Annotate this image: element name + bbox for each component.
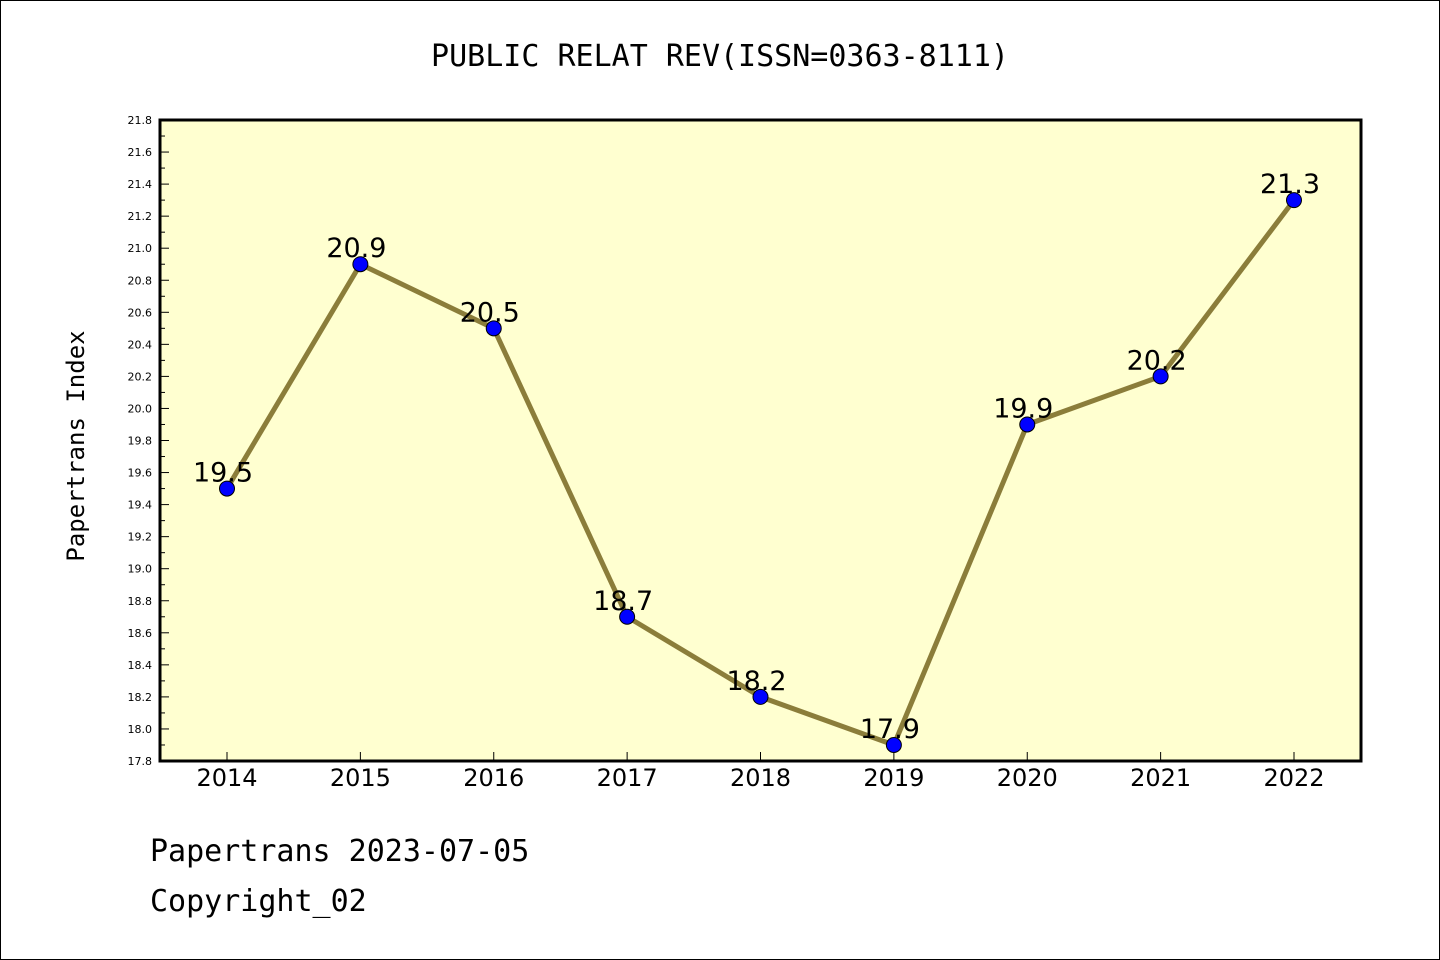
y-tick-label: 20.0 xyxy=(128,402,153,415)
y-tick-label: 21.8 xyxy=(128,114,153,127)
x-tick-label: 2020 xyxy=(997,764,1058,792)
data-point-marker xyxy=(1019,416,1036,433)
data-point-marker xyxy=(352,256,369,273)
y-axis-label: Papertrans Index xyxy=(62,330,90,561)
data-point-marker xyxy=(752,688,769,705)
data-point-marker xyxy=(485,320,502,337)
y-tick-label: 19.6 xyxy=(128,467,153,480)
y-tick-label: 18.0 xyxy=(128,723,153,736)
data-point-marker xyxy=(219,480,235,497)
y-tick-label: 19.0 xyxy=(128,563,153,576)
data-point-marker xyxy=(619,608,636,625)
data-point-marker xyxy=(885,736,902,753)
y-axis-ticks: 17.8 18.0 18.2 18.4 18.6 18.8 19.0 19.2 19.4 19.6… xyxy=(128,114,169,768)
data-point-label: 21.3 xyxy=(1260,169,1320,200)
y-tick-label: 17.8 xyxy=(128,755,153,768)
x-tick-label: 2017 xyxy=(597,764,658,792)
y-tick-label: 19.4 xyxy=(128,499,153,512)
x-tick-label: 2016 xyxy=(463,764,524,792)
y-tick-label: 20.2 xyxy=(128,370,153,383)
x-tick-label: 2019 xyxy=(863,764,924,792)
y-tick-label: 20.4 xyxy=(128,338,153,351)
x-axis-ticks: 2014 2015 2016 2017 2018 2019 2020 2021 2022 xyxy=(196,752,1325,792)
data-point-label: 20.2 xyxy=(1127,345,1187,376)
x-tick-label: 2018 xyxy=(730,764,791,792)
data-markers xyxy=(219,192,1302,753)
data-point-label: 19.9 xyxy=(993,393,1053,424)
data-point-label: 17.9 xyxy=(860,714,920,745)
y-tick-label: 18.2 xyxy=(128,691,153,704)
x-tick-label: 2022 xyxy=(1263,764,1324,792)
data-labels: 19.5 20.9 20.5 18.7 18.2 17.9 19.9 20.2 21.3 xyxy=(193,169,1320,745)
chart-title: PUBLIC RELAT REV(ISSN=0363-8111) xyxy=(431,39,1009,74)
x-tick-label: 2015 xyxy=(330,764,391,792)
y-tick-label: 21.6 xyxy=(128,146,153,159)
data-point-label: 20.5 xyxy=(460,297,520,328)
footer-date: Papertrans 2023-07-05 xyxy=(150,834,530,869)
y-tick-label: 18.4 xyxy=(128,659,153,672)
y-tick-label: 19.2 xyxy=(128,531,153,544)
x-tick-label: 2021 xyxy=(1130,764,1191,792)
data-point-marker xyxy=(1152,368,1169,385)
data-point-label: 18.7 xyxy=(593,586,653,617)
y-tick-label: 18.6 xyxy=(128,627,153,640)
y-tick-label: 19.8 xyxy=(128,435,153,448)
data-point-label: 19.5 xyxy=(193,458,253,489)
plot-area xyxy=(158,118,1363,763)
y-tick-label: 20.6 xyxy=(128,306,153,319)
y-tick-label: 21.0 xyxy=(128,242,153,255)
y-tick-label: 21.2 xyxy=(128,210,153,223)
data-point-marker xyxy=(1286,192,1302,209)
y-tick-label: 21.4 xyxy=(128,178,153,191)
footer-copyright: Copyright_02 xyxy=(150,884,367,919)
data-point-label: 20.9 xyxy=(326,233,386,264)
y-tick-label: 18.8 xyxy=(128,595,153,608)
x-tick-label: 2014 xyxy=(196,764,257,792)
data-point-label: 18.2 xyxy=(726,666,786,697)
y-tick-label: 20.8 xyxy=(128,274,153,287)
